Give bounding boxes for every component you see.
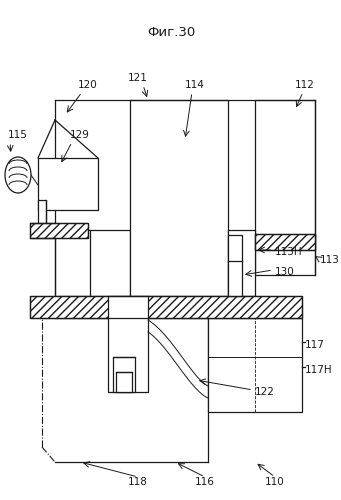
Bar (255, 100, 315, 275)
Text: 117H: 117H (305, 365, 332, 375)
Bar (30, 296, 302, 318)
Text: 113: 113 (320, 255, 340, 265)
Bar (108, 296, 148, 392)
Bar (228, 235, 242, 296)
Text: 117: 117 (305, 340, 325, 350)
Bar (30, 296, 302, 318)
Bar (113, 357, 135, 392)
Bar (38, 158, 98, 210)
Bar (255, 234, 315, 250)
Text: Фиг.30: Фиг.30 (147, 26, 195, 38)
Ellipse shape (5, 157, 31, 193)
Text: 118: 118 (128, 477, 148, 487)
Text: 115: 115 (8, 130, 28, 140)
Text: 112: 112 (295, 80, 315, 90)
Bar (55, 230, 130, 296)
Bar (38, 200, 46, 230)
Text: 130: 130 (275, 267, 295, 277)
Text: 122: 122 (255, 387, 275, 397)
Text: 129: 129 (70, 130, 90, 140)
Bar (228, 230, 255, 296)
Bar (255, 234, 315, 250)
Text: 121: 121 (128, 73, 148, 83)
Bar (255, 234, 315, 250)
Text: 114: 114 (185, 80, 205, 90)
Bar (30, 223, 88, 238)
Text: 116: 116 (195, 477, 215, 487)
Bar (130, 100, 228, 296)
Bar (30, 296, 302, 318)
Text: 110: 110 (265, 477, 285, 487)
Text: 120: 120 (78, 80, 98, 90)
Bar (116, 372, 132, 392)
Bar (30, 223, 88, 238)
Bar (30, 223, 88, 238)
Bar (208, 318, 302, 412)
Text: 113H: 113H (275, 247, 302, 257)
